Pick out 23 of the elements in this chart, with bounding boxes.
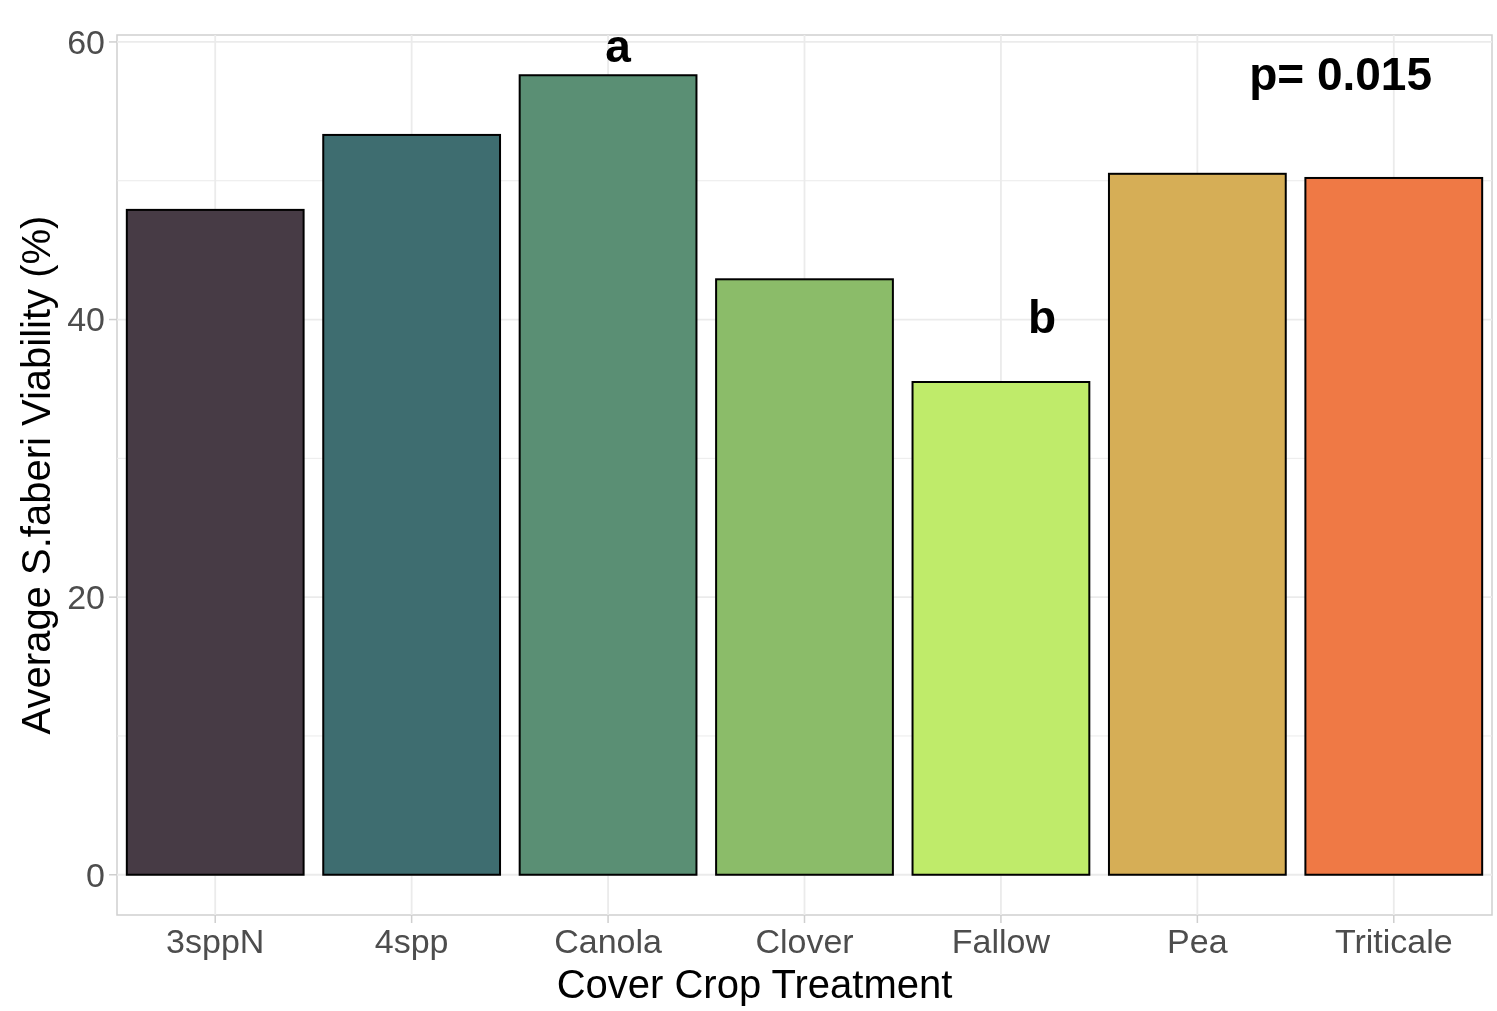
x-tick-label: Triticale: [1334, 922, 1453, 960]
bar: [322, 133, 502, 876]
x-tick-label: Fallow: [951, 922, 1051, 960]
x-tick-label: Canola: [554, 922, 663, 960]
y-tick-label: 60: [67, 22, 105, 61]
y-tick-label: 40: [67, 300, 105, 339]
bar: [715, 278, 894, 876]
x-tick-label: Pea: [1167, 922, 1228, 960]
annotation: b: [1027, 291, 1057, 343]
annotation: a: [605, 20, 632, 72]
bar: [125, 208, 305, 876]
annotation: p= 0.015: [1249, 48, 1432, 100]
x-tick-label: 4spp: [374, 922, 449, 960]
y-tick-label: 20: [67, 578, 105, 617]
bar: [1107, 172, 1287, 876]
bar: [518, 74, 698, 876]
x-tick-label: Clover: [755, 922, 854, 960]
bar: [1304, 176, 1484, 876]
x-tick-label: 3sppN: [166, 922, 265, 960]
y-axis-title: Average S.faberi Viability (%): [14, 215, 58, 735]
x-axis-title: Cover Crop Treatment: [556, 962, 953, 1006]
bar: [911, 381, 1091, 876]
y-tick-label: 0: [86, 855, 105, 894]
